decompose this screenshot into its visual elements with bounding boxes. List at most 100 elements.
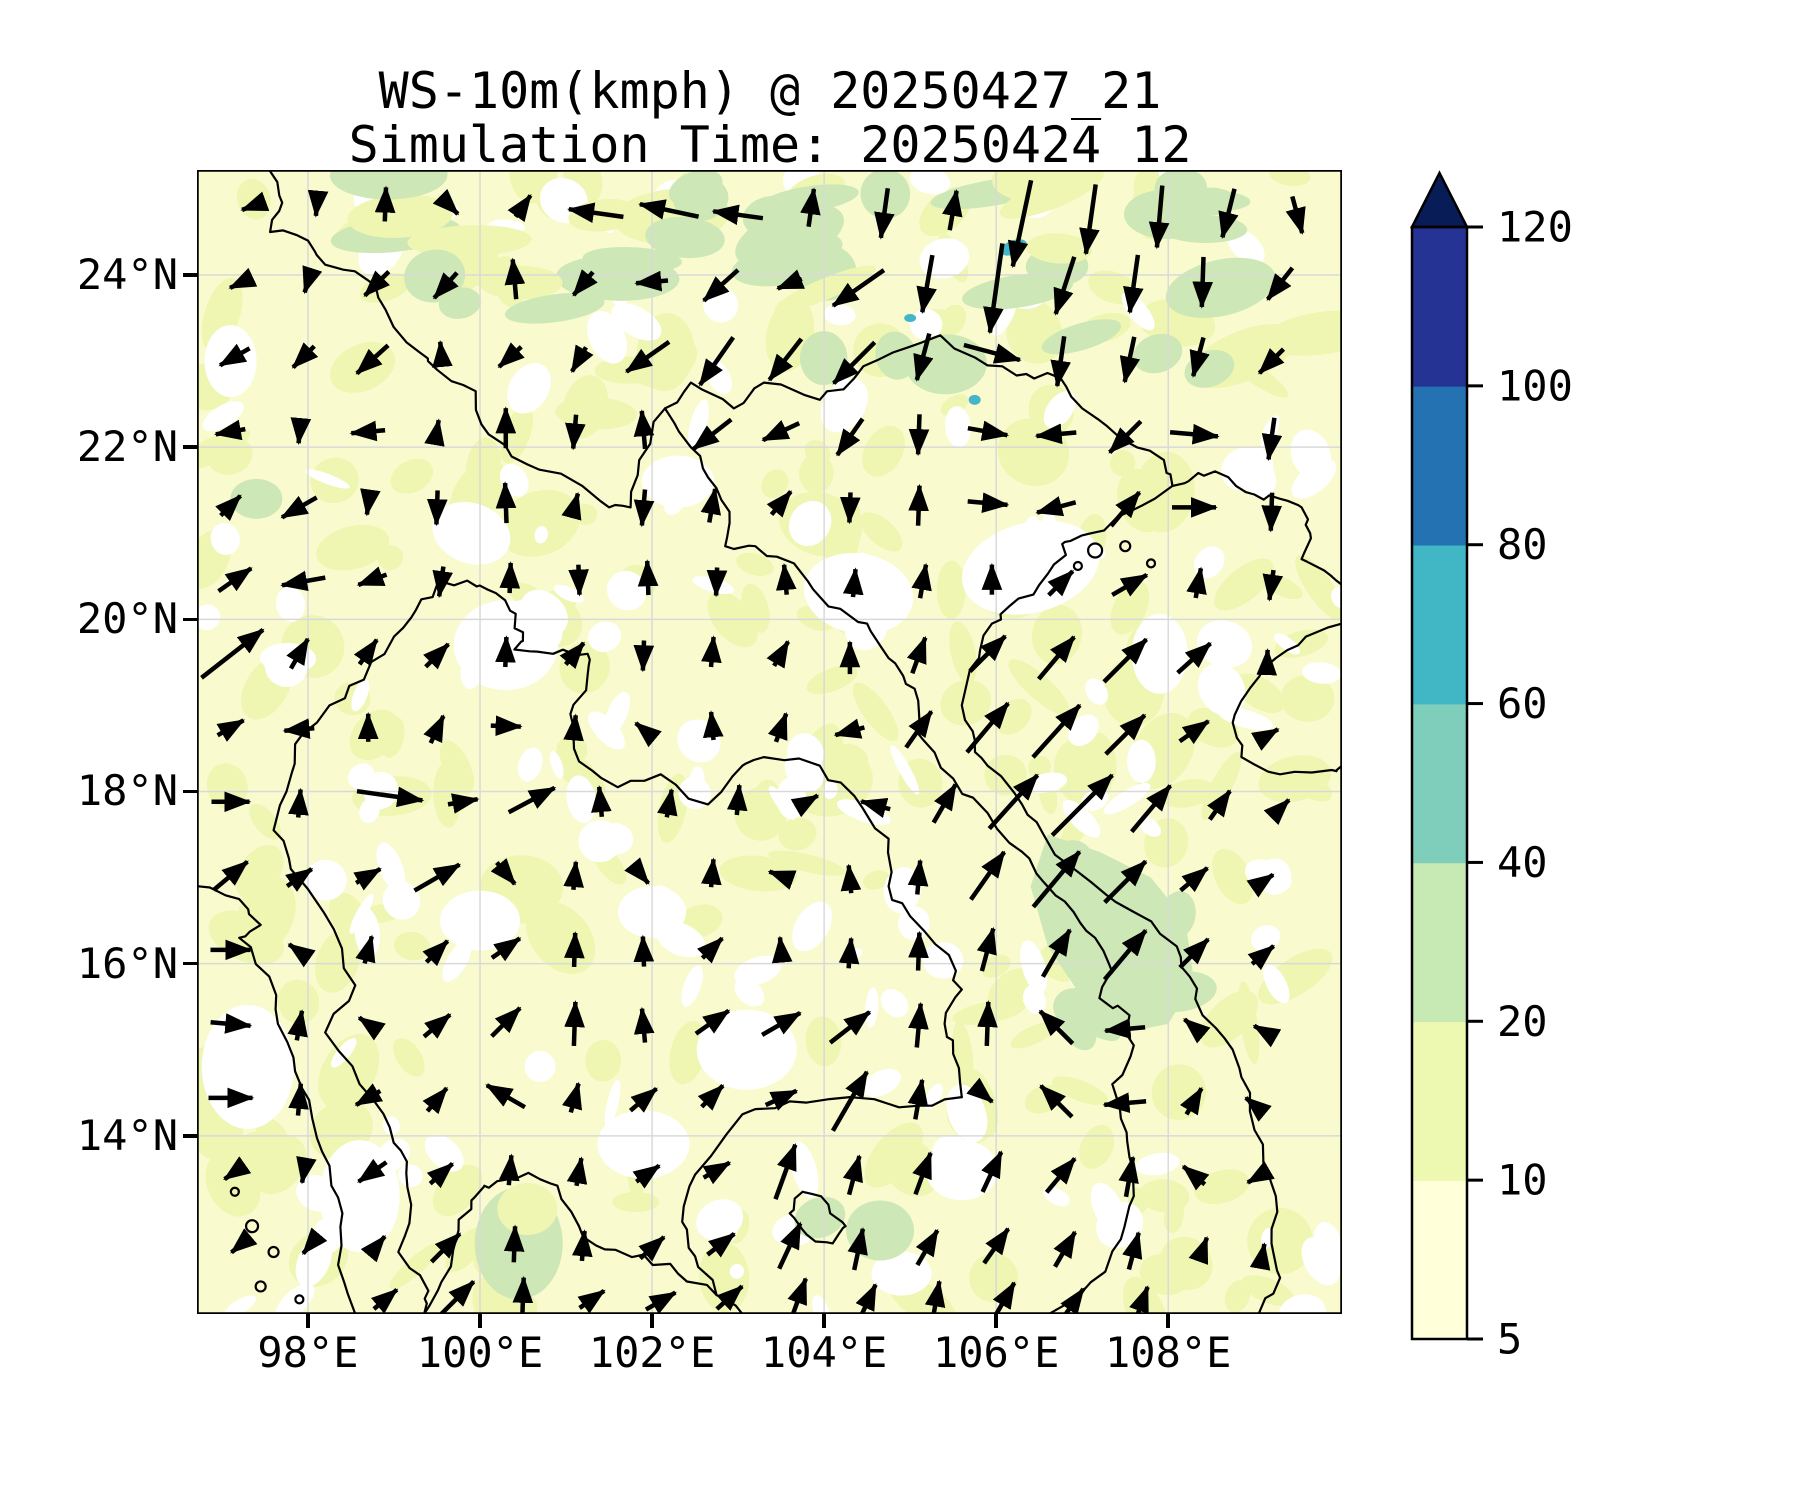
wind-arrow bbox=[1263, 798, 1291, 826]
wind-arrow bbox=[559, 641, 586, 669]
wind-arrow bbox=[422, 1012, 452, 1039]
wind-arrow bbox=[1186, 566, 1207, 599]
wind-arrow bbox=[567, 202, 624, 223]
wind-arrow bbox=[982, 1227, 1011, 1265]
map-plot bbox=[197, 170, 1342, 1314]
wind-arrow bbox=[697, 1084, 725, 1111]
wind-arrow bbox=[1206, 789, 1232, 821]
wind-arrow bbox=[942, 189, 963, 231]
wind-arrow bbox=[507, 194, 533, 223]
wind-arrow bbox=[1148, 185, 1170, 250]
wind-arrow bbox=[1192, 256, 1214, 309]
wind-arrow bbox=[1038, 1009, 1075, 1046]
wind-arrow bbox=[706, 567, 728, 598]
wind-arrow bbox=[776, 269, 805, 291]
wind-arrow bbox=[1250, 727, 1280, 751]
wind-arrow bbox=[490, 715, 523, 737]
wind-arrow bbox=[830, 1070, 869, 1132]
y-axis-label: 22°N bbox=[76, 422, 178, 472]
wind-arrow bbox=[855, 1283, 878, 1314]
wind-arrow bbox=[977, 1000, 998, 1046]
wind-arrow bbox=[904, 710, 934, 749]
colorbar-segment bbox=[1412, 1180, 1467, 1340]
colorbar: 5 10 20 40 60 80 100 120 bbox=[1409, 170, 1573, 1364]
wind-arrow bbox=[363, 270, 391, 298]
wind-arrow bbox=[847, 1227, 868, 1271]
wind-arrow bbox=[931, 782, 958, 824]
wind-arrow bbox=[760, 1010, 802, 1037]
wind-arrow bbox=[625, 340, 671, 374]
wind-arrow bbox=[296, 1155, 317, 1185]
wind-arrow bbox=[426, 490, 448, 527]
wind-arrow bbox=[287, 942, 316, 968]
wind-arrow bbox=[702, 1160, 732, 1185]
wind-arrow bbox=[700, 487, 722, 523]
wind-arrow bbox=[966, 1077, 994, 1104]
wind-arrow bbox=[1218, 188, 1239, 240]
wind-arrow bbox=[1036, 635, 1076, 681]
wind-arrow bbox=[828, 1010, 872, 1045]
wind-arrow bbox=[216, 718, 246, 742]
wind-arrow bbox=[422, 939, 450, 967]
wind-arrow bbox=[1035, 496, 1077, 517]
wind-arrow bbox=[1118, 1155, 1139, 1198]
wind-arrow bbox=[790, 793, 820, 818]
chart-title: WS-10m(kmph) @ 20250427_21 bbox=[378, 62, 1162, 120]
wind-arrow bbox=[842, 1154, 863, 1196]
wind-arrow bbox=[356, 566, 388, 588]
wind-arrow bbox=[706, 1232, 736, 1258]
wind-arrow bbox=[490, 1006, 522, 1038]
wind-arrow bbox=[285, 867, 314, 892]
wind-arrow bbox=[566, 1156, 588, 1187]
wind-arrow bbox=[983, 243, 1005, 335]
wind-arrow bbox=[701, 857, 722, 888]
wind-arrow bbox=[1079, 184, 1100, 256]
wind-arrow bbox=[1050, 773, 1114, 837]
wind-arrow bbox=[624, 857, 651, 885]
wind-arrow bbox=[691, 417, 733, 451]
wind-arrow bbox=[1178, 937, 1210, 970]
axis-tick bbox=[306, 1314, 310, 1328]
wind-arrow bbox=[1034, 423, 1077, 445]
wind-arrow bbox=[832, 340, 877, 385]
wind-arrow bbox=[280, 495, 318, 520]
wind-arrow bbox=[633, 640, 655, 673]
wind-arrow bbox=[777, 1221, 803, 1270]
wind-arrow bbox=[290, 417, 312, 445]
wind-arrow bbox=[432, 340, 453, 368]
wind-arrow bbox=[498, 1153, 520, 1186]
wind-arrow bbox=[833, 718, 865, 739]
wind-arrow bbox=[228, 267, 258, 290]
wind-arrow bbox=[507, 785, 557, 815]
wind-arrow bbox=[564, 931, 585, 967]
wind-arrow bbox=[1123, 254, 1144, 315]
wind-arrow bbox=[634, 270, 669, 292]
wind-arrow bbox=[711, 204, 764, 226]
wind-arrow bbox=[912, 1151, 933, 1196]
axis-tick bbox=[183, 273, 197, 277]
wind-arrow bbox=[1262, 569, 1284, 602]
wind-arrow bbox=[838, 936, 860, 969]
wind-arrow bbox=[633, 1006, 655, 1043]
wind-arrow bbox=[353, 638, 379, 667]
wind-arrow bbox=[976, 926, 997, 972]
colorbar-tick-label: 5 bbox=[1497, 1315, 1522, 1364]
wind-arrow bbox=[637, 559, 659, 596]
wind-arrow bbox=[354, 1083, 384, 1107]
wind-arrow bbox=[490, 858, 517, 886]
wind-arrow bbox=[907, 858, 929, 895]
wind-arrow bbox=[223, 1156, 252, 1181]
wind-arrow bbox=[1265, 266, 1295, 301]
colorbar-segment bbox=[1412, 1021, 1467, 1181]
wind-arrow bbox=[438, 1280, 476, 1314]
wind-arrow bbox=[413, 862, 462, 893]
wind-arrow bbox=[360, 1234, 387, 1263]
x-axis-label: 108°E bbox=[1105, 1328, 1232, 1377]
wind-arrow bbox=[286, 637, 310, 670]
colorbar-outline bbox=[1410, 225, 1469, 1341]
wind-arrow bbox=[965, 701, 1010, 754]
wind-arrow bbox=[1246, 872, 1275, 898]
country-border bbox=[960, 484, 1282, 1314]
wind-arrow bbox=[963, 342, 1022, 364]
